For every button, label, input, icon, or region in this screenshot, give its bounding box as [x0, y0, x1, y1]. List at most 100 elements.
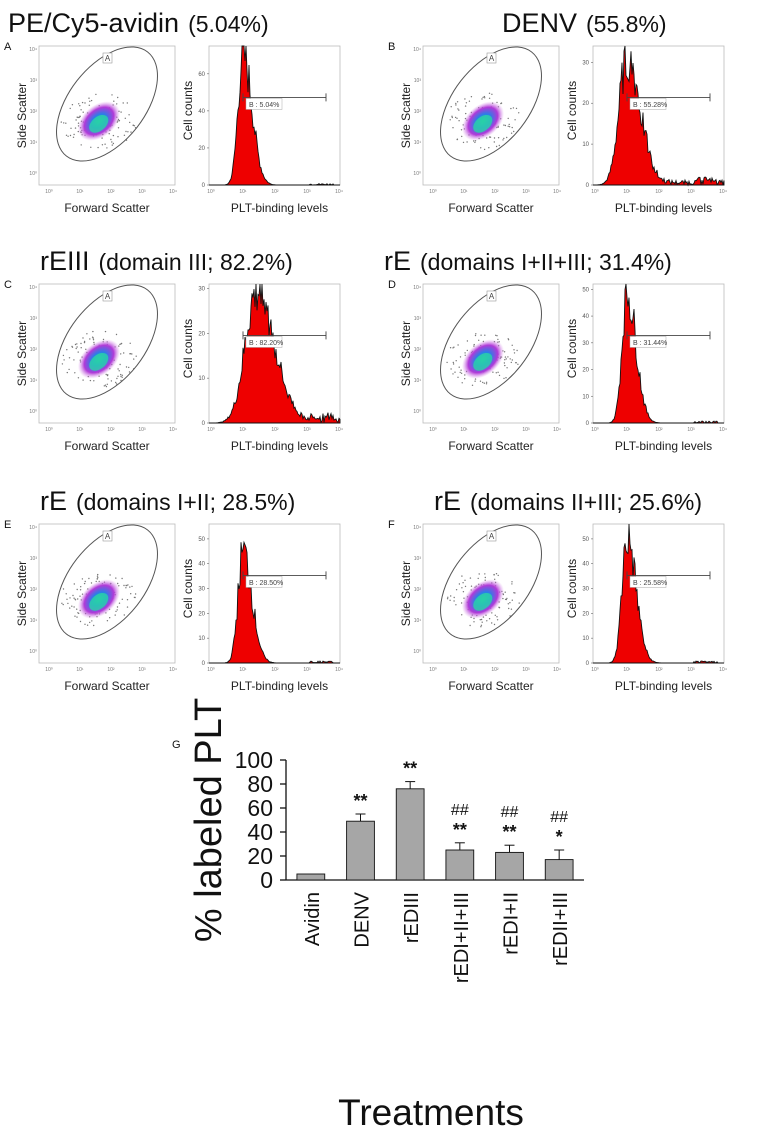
scatter-dot — [76, 343, 78, 345]
scatter-gate — [440, 46, 542, 162]
flow-panel-d: rE (domains I+II+III; 31.4%) D A 10⁰ 10⁰ 10¹ 10… — [384, 246, 727, 453]
scatter-x-tick: 10¹ — [460, 427, 468, 433]
scatter-dot — [67, 135, 69, 137]
scatter-dot — [95, 93, 97, 96]
bar-redii-iii — [544, 859, 574, 881]
scatter-x-tick: 10³ — [138, 427, 146, 433]
scatter-core — [89, 114, 109, 133]
scatter-dot — [78, 103, 80, 105]
scatter-x-tick: 10⁰ — [45, 189, 53, 195]
scatter-dot — [72, 136, 75, 138]
scatter-dot — [511, 583, 513, 585]
scatter-dot — [120, 379, 122, 382]
scatter-gate — [56, 46, 158, 162]
hist-x-tick: 10⁴ — [719, 427, 727, 433]
scatter-dot — [106, 147, 108, 149]
scatter-dot — [116, 609, 118, 611]
scatter-xlabel: Forward Scatter — [448, 439, 533, 453]
scatter-y-tick: 10⁴ — [29, 525, 37, 531]
scatter-dot — [496, 335, 498, 337]
scatter-dot — [488, 147, 490, 149]
scatter-dot — [71, 346, 74, 348]
hist-x-tick: 10⁰ — [591, 427, 599, 433]
scatter-dot — [488, 92, 491, 95]
scatter-core — [473, 114, 493, 133]
scatter-dot — [63, 359, 65, 361]
scatter-core — [473, 352, 493, 371]
panel-letter: C — [4, 279, 12, 291]
scatter-dot — [69, 134, 72, 137]
scatter-dot — [67, 602, 69, 605]
scatter-dot — [513, 349, 515, 351]
scatter-dot — [89, 621, 91, 624]
scatter-dot — [474, 378, 477, 380]
scatter-dot — [488, 618, 491, 620]
scatter-dot — [93, 341, 95, 344]
panel-title-sub: (55.8%) — [586, 11, 667, 37]
scatter-dot — [457, 108, 459, 110]
scatter-dot — [493, 623, 496, 626]
scatter-dot — [126, 102, 128, 104]
scatter-dot — [485, 383, 488, 385]
scatter-y-tick: 10⁴ — [413, 525, 421, 531]
scatter-core — [89, 352, 109, 371]
panel-title: PE/Cy5-avidin (5.04%) — [8, 8, 269, 38]
scatter-dot — [468, 100, 471, 102]
scatter-dot — [509, 358, 511, 360]
hist-y-tick: 10 — [198, 636, 205, 642]
hist-gate-label-box — [629, 576, 667, 588]
scatter-dot — [466, 340, 469, 342]
scatter-dot — [92, 339, 95, 341]
scatter-y-tick: 10³ — [30, 556, 38, 562]
scatter-dot — [80, 347, 82, 349]
flow-panel-f: rE (domains II+III; 25.6%) F A 10⁰ 10⁰ 10¹ 10¹ 1… — [388, 486, 727, 693]
hist-curve — [593, 523, 724, 664]
hist-frame — [208, 523, 341, 664]
scatter-x-tick: 10³ — [522, 189, 530, 195]
scatter-dot — [131, 353, 133, 355]
scatter-x-tick: 10³ — [138, 667, 146, 673]
scatter-dot — [133, 125, 136, 127]
x-axis-title: Treatments — [338, 1092, 524, 1133]
hist-y-tick: 20 — [582, 368, 589, 374]
scatter-x-tick: 10⁰ — [429, 189, 437, 195]
hist-x-tick: 10¹ — [239, 189, 247, 195]
scatter-dot — [464, 378, 466, 380]
flow-panel-b: DENV (55.8%) B A 10⁰ 10⁰ 10¹ 10¹ 10² 10² 10³ 10³ 10⁴… — [388, 8, 727, 215]
scatter-x-tick: 10⁰ — [429, 667, 437, 673]
scatter-dot — [123, 584, 125, 587]
panel-title: rE (domains I+II; 28.5%) — [40, 486, 295, 516]
hist-ylabel: Cell counts — [565, 81, 579, 140]
hist-x-tick: 10¹ — [623, 667, 631, 673]
hist-y-tick: 0 — [202, 421, 206, 427]
scatter-y-tick: 10¹ — [30, 618, 38, 624]
scatter-dot — [479, 619, 481, 621]
scatter-dot — [76, 346, 78, 348]
gate-label-box — [486, 52, 497, 64]
scatter-dot — [504, 359, 506, 361]
scatter-dot — [446, 598, 449, 600]
scatter-x-tick: 10⁴ — [553, 189, 561, 195]
scatter-x-tick: 10⁴ — [553, 667, 561, 673]
scatter-dot — [452, 127, 454, 129]
scatter-dot — [133, 358, 135, 360]
scatter-dot — [125, 587, 127, 589]
scatter-dot — [509, 602, 511, 604]
hist-y-tick: 0 — [202, 183, 206, 189]
scatter-dot — [461, 575, 463, 577]
scatter-dot — [82, 111, 84, 113]
scatter-dot — [110, 380, 113, 382]
hist-y-tick: 10 — [582, 142, 589, 148]
hist-xlabel: PLT-binding levels — [231, 439, 328, 453]
scatter-dot — [497, 574, 499, 577]
scatter-dot — [460, 129, 463, 131]
hist-xlabel: PLT-binding levels — [615, 439, 712, 453]
scatter-dot — [72, 594, 74, 597]
scatter-dot — [455, 604, 457, 606]
hist-curve — [209, 283, 341, 424]
scatter-dot — [454, 116, 457, 119]
scatter-dot — [478, 339, 480, 341]
scatter-dot — [498, 374, 501, 377]
scatter-dot — [128, 371, 131, 373]
